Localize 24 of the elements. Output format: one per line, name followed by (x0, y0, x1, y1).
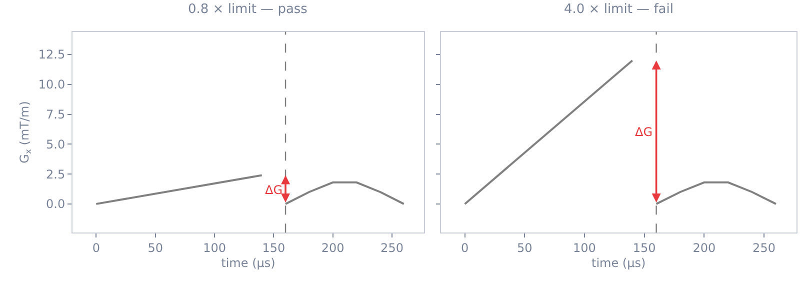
annotation: ΔG (635, 125, 653, 139)
x-axis-title: time (µs) (221, 256, 276, 270)
y-tick-label: 10.0 (38, 78, 66, 92)
x-tick-label: 150 (632, 241, 656, 256)
chart-title: 4.0 × limit — fail (564, 2, 674, 17)
x-tick-label: 250 (380, 241, 404, 256)
y-tick-label: 2.5 (46, 167, 66, 182)
x-tick-label: 150 (262, 241, 286, 256)
x-tick-label: 100 (573, 241, 596, 256)
x-tick-label: 250 (752, 241, 776, 256)
x-tick-label: 0 (92, 241, 100, 256)
x-tick-label: 50 (517, 241, 532, 256)
x-tick-label: 50 (148, 241, 164, 256)
x-tick-label: 100 (203, 241, 226, 256)
x-axis-title: time (µs) (592, 256, 646, 270)
y-tick-label: 5.0 (46, 137, 66, 152)
annotation: ΔG (265, 183, 283, 197)
y-tick-label: 7.5 (46, 107, 66, 122)
x-tick-label: 200 (692, 241, 716, 256)
chart-title: 0.8 × limit — pass (188, 2, 308, 17)
y-tick-label: 0.0 (46, 197, 66, 212)
y-tick-label: 12.5 (38, 48, 66, 62)
x-tick-label: 200 (321, 241, 344, 256)
x-tick-label: 0 (461, 241, 469, 256)
